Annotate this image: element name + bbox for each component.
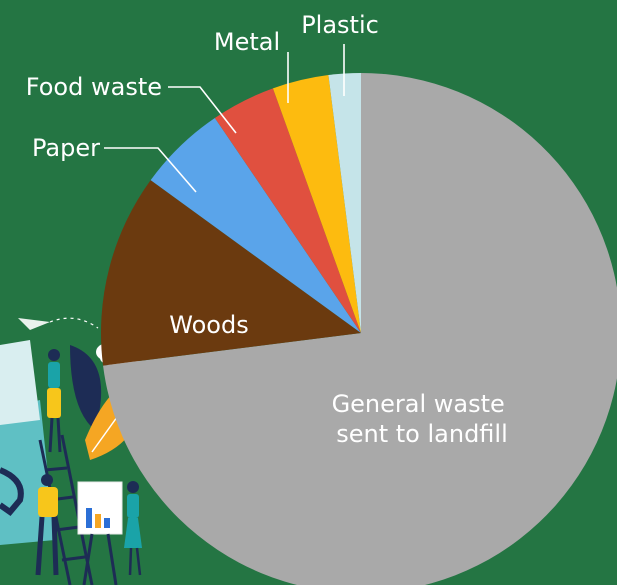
pie-slice-general-waste-sent-to-landfill [103, 73, 617, 585]
slice-label-general-waste: General waste sent to landfill [332, 390, 513, 448]
slice-label-paper: Paper [32, 134, 100, 162]
slice-label-woods: Woods [169, 311, 248, 339]
people-with-recycling-and-chart-icon [0, 317, 142, 585]
slice-label-general-waste-line-1: General waste [332, 390, 505, 418]
leader-lines [104, 44, 345, 193]
slice-labels: General waste sent to landfill Woods Pap… [26, 11, 513, 448]
pie-slices [101, 73, 617, 585]
leader-line-paper [104, 147, 197, 193]
pie-slice-woods [101, 180, 362, 366]
pie-slice-food-waste [214, 88, 361, 333]
pie-slice-metal [272, 75, 361, 334]
pie-slice-plastic [328, 73, 361, 333]
slice-label-plastic: Plastic [301, 11, 379, 39]
slice-label-general-waste-line-2: sent to landfill [336, 420, 508, 448]
pie-slice-paper [150, 117, 361, 334]
slice-label-food-waste: Food waste [26, 73, 162, 101]
leader-line-food-waste [168, 86, 237, 134]
slice-label-metal: Metal [214, 28, 280, 56]
